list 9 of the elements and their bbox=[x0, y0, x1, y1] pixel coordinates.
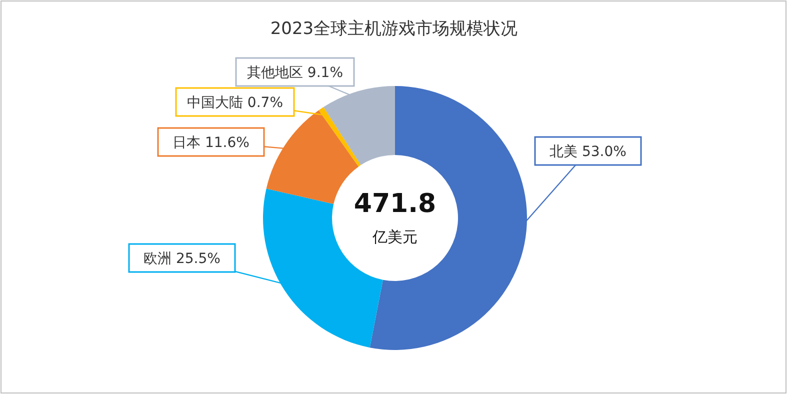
slice-label: 日本 11.6% bbox=[172, 135, 250, 151]
text: 471.8 bbox=[354, 189, 436, 219]
donut-slice bbox=[324, 86, 395, 166]
slice-label: 欧洲 25.5% bbox=[144, 251, 220, 267]
chart-title: 2023全球主机游戏市场规模状况 bbox=[270, 19, 518, 39]
slice-label: 其他地区 9.1% bbox=[246, 65, 344, 81]
text: 亿美元 bbox=[372, 228, 418, 246]
slice-label: 北美 53.0% bbox=[550, 144, 626, 160]
slice-label: 中国大陆 0.7% bbox=[186, 95, 284, 111]
